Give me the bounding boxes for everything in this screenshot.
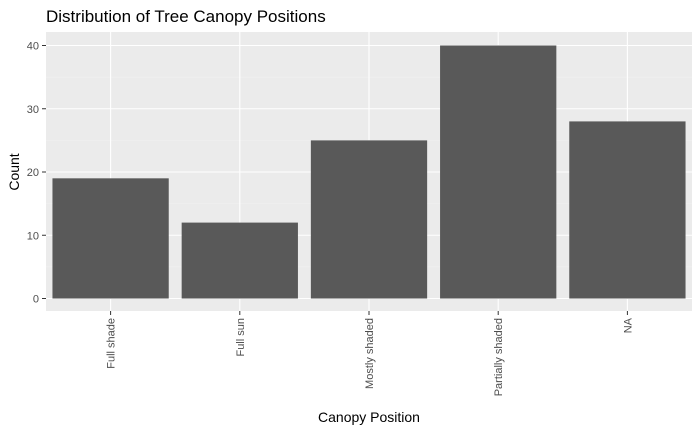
x-tick-label: NA [622,317,634,333]
y-axis: 0 10 20 30 40 [27,41,46,306]
bar [310,140,428,299]
y-axis-title: Count [6,153,22,190]
y-tick-label: 20 [27,167,39,179]
x-tick-label: Full sun [235,318,247,357]
x-tick-label: Full shade [106,318,118,369]
x-axis-title: Canopy Position [318,409,420,425]
bar [440,45,557,299]
bars [52,45,686,299]
bar [181,222,298,299]
y-tick-label: 10 [27,230,39,242]
x-axis: Full shade Full sun Mostly shaded Partially… [106,311,634,396]
y-tick-label: 0 [33,294,39,306]
bar [52,178,169,299]
bar [569,121,686,299]
x-tick-label: Mostly shaded [364,318,376,389]
chart-title: Distribution of Tree Canopy Positions [46,7,326,26]
x-tick-label: Partially shaded [493,318,505,396]
y-tick-label: 30 [27,104,39,116]
y-tick-label: 40 [27,41,39,53]
